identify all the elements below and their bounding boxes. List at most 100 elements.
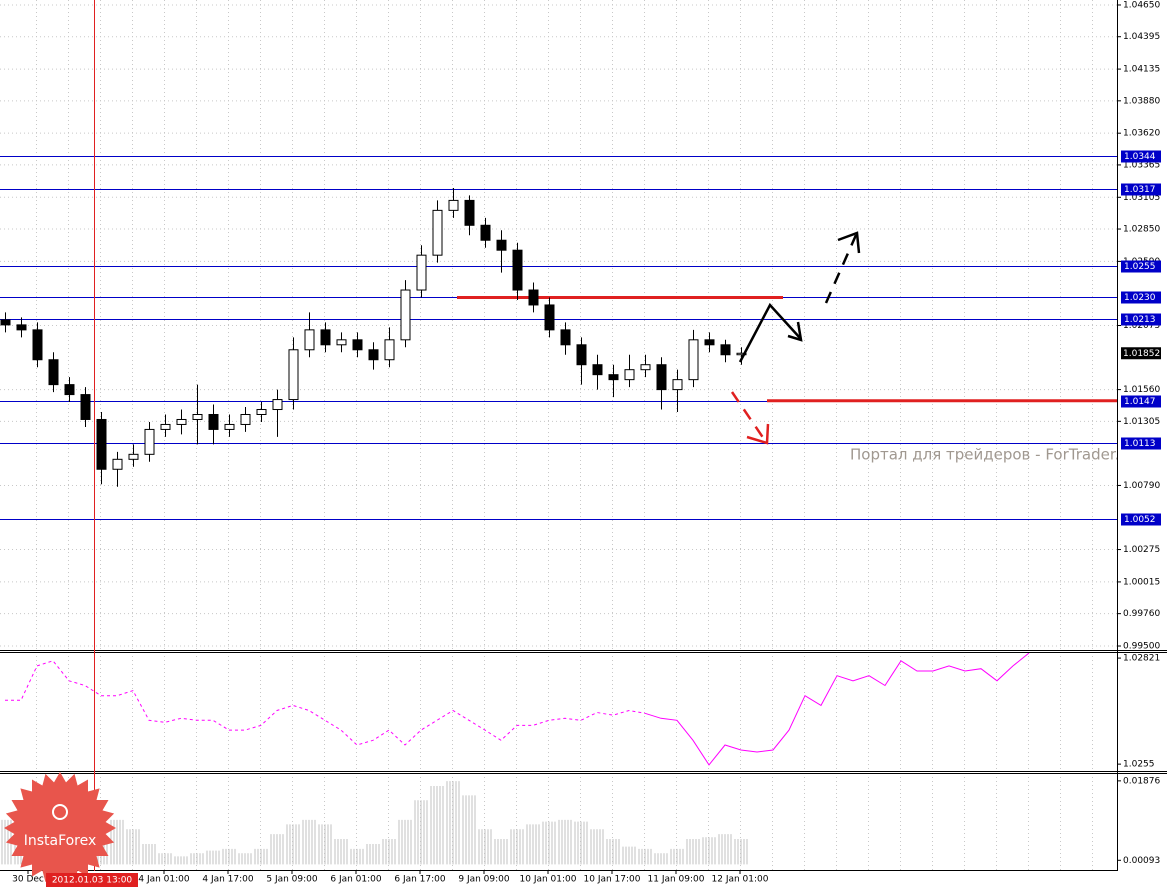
candle-body [80, 394, 91, 420]
crosshair-label-box [46, 873, 138, 887]
y-tick-label: 1.00790 [1123, 481, 1160, 491]
x-tick-label: 4 Jan 17:00 [202, 875, 254, 885]
grid [0, 0, 1117, 870]
candle-body [176, 418, 187, 425]
axis-layer: 1.04650 1.04395 1.04135 1.03880 1.03620 1.033… [12, 0, 1161, 885]
candle-body [544, 304, 555, 331]
x-tick-label: 9 Jan 09:00 [458, 875, 510, 885]
candle-body [208, 413, 219, 430]
candle-body [272, 399, 283, 411]
arrowhead [746, 423, 770, 445]
candle-body [160, 423, 171, 430]
candle-body [16, 324, 27, 331]
level-label-box [1121, 183, 1161, 196]
candle-body [656, 364, 667, 391]
candle-body [416, 254, 427, 291]
level-label-box [1121, 395, 1161, 408]
y-tick-label: 1.02821 [1123, 654, 1160, 664]
x-tick-label: 30 Dec [12, 875, 44, 885]
logo-icon [52, 804, 68, 820]
logo-badge [4, 772, 116, 884]
y-tick-label: 1.01560 [1123, 385, 1160, 395]
level-label: 1.0147 [1124, 397, 1156, 407]
level-label: 1.0230 [1124, 293, 1156, 303]
level-label-box [1121, 437, 1161, 450]
candle-body [352, 339, 363, 351]
logo-text: InstaForex [24, 833, 97, 849]
candle-body [64, 384, 75, 396]
y-tick-label: 1.00015 [1123, 577, 1160, 587]
candle-body [464, 199, 475, 226]
candle-body [144, 428, 155, 455]
y-tick-label: 0.01876 [1123, 776, 1160, 786]
candle-body [256, 409, 267, 415]
candle-body [448, 199, 459, 211]
y-tick-label: 1.03880 [1123, 96, 1160, 106]
candle-body [592, 364, 603, 376]
candle-body [32, 329, 43, 361]
level-label: 1.0052 [1124, 515, 1156, 525]
plot-layer: Портал для трейдеров - ForTrader.ru [0, 156, 1135, 865]
candle-body [720, 344, 731, 356]
level-label-box [1121, 513, 1161, 526]
candle-body [224, 423, 235, 430]
candle-body [704, 339, 715, 346]
x-tick-label: 10 Jan 17:00 [584, 875, 641, 885]
y-tick-label: 1.02075 [1123, 321, 1160, 331]
arrowhead [787, 321, 803, 342]
candle-body [304, 329, 315, 351]
x-tick-label: 12 Jan 01:00 [712, 875, 769, 885]
arrow-down [730, 391, 768, 443]
candle-body [528, 289, 539, 306]
candle-body [336, 339, 347, 346]
candle-body [288, 349, 299, 401]
candle-body [96, 418, 107, 470]
level-label: 1.0255 [1124, 262, 1156, 272]
candle-body [48, 359, 59, 386]
watermark: Портал для трейдеров - ForTrader.ru [850, 446, 1135, 464]
arrow-up [824, 234, 858, 304]
candle-body [112, 458, 123, 470]
level-label: 1.0317 [1124, 185, 1156, 195]
candle-body [624, 369, 635, 381]
candle-body [320, 329, 331, 346]
indicator-line [644, 652, 1030, 766]
level-label: 1.0344 [1124, 152, 1156, 162]
candle-body [384, 339, 395, 361]
y-tick-label: 0.99760 [1123, 609, 1160, 619]
arrowhead [837, 231, 861, 254]
candle-body [432, 209, 443, 256]
x-tick-label: 5 Jan 09:00 [266, 875, 318, 885]
y-tick-label: 1.0255 [1123, 760, 1155, 770]
y-tick-label: 1.04395 [1123, 32, 1160, 42]
forecast-arrows [730, 231, 861, 445]
y-tick-label: 0.00093 [1123, 856, 1160, 866]
level-label-box [1121, 150, 1161, 163]
y-tick-label: 1.03105 [1123, 193, 1160, 203]
candle-body [128, 453, 139, 460]
candle-body [736, 352, 747, 356]
level-label: 1.0213 [1124, 315, 1156, 325]
y-tick-label: 1.04135 [1123, 65, 1160, 75]
x-tick-label: 6 Jan 17:00 [394, 875, 446, 885]
x-tick-label: 10 Jan 01:00 [520, 875, 577, 885]
arrow-main [738, 302, 801, 363]
level-label-box [1121, 291, 1161, 304]
level-label: 1.0113 [1124, 439, 1156, 449]
candle-body [672, 379, 683, 391]
candle-body [640, 364, 651, 371]
y-tick-label: 1.02850 [1123, 225, 1160, 235]
candle-body [608, 374, 619, 381]
y-tick-label: 0.99500 [1123, 642, 1160, 652]
crosshair-label: 2012.01.03 13:00 [52, 876, 133, 886]
price-label-box [1121, 347, 1161, 360]
candle-body [400, 289, 411, 341]
y-tick-label: 1.00275 [1123, 545, 1160, 555]
candle-body [240, 413, 251, 425]
candle-body [368, 349, 379, 361]
x-tick-label: 6 Jan 01:00 [330, 875, 382, 885]
level-label-box [1121, 313, 1161, 326]
logo: InstaForex [4, 772, 116, 884]
candle-body [560, 329, 571, 346]
candle-body [688, 339, 699, 381]
